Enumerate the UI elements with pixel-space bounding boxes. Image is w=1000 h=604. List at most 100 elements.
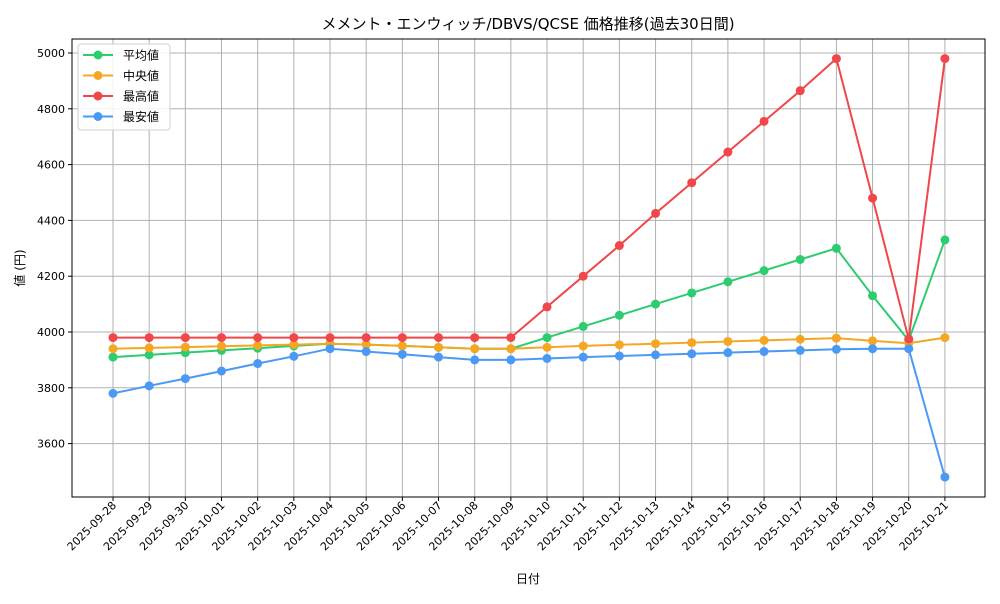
data-point [831, 54, 841, 64]
legend-marker [93, 50, 103, 60]
data-point [470, 344, 480, 354]
data-point [723, 277, 733, 287]
y-tick-label: 4200 [37, 270, 65, 283]
legend-box [77, 43, 171, 131]
y-tick-label: 4400 [37, 214, 65, 227]
y-tick-label: 4000 [37, 326, 65, 339]
plot-frame [71, 38, 986, 498]
data-point [217, 333, 227, 343]
legend-label: 平均値 [123, 48, 159, 63]
data-point [759, 266, 769, 276]
data-point [361, 347, 371, 357]
data-point [144, 343, 154, 353]
data-point [904, 334, 914, 344]
data-point [470, 333, 480, 343]
data-point [397, 333, 407, 343]
data-point [180, 342, 190, 352]
legend-item: 最高値 [83, 89, 159, 104]
data-point [217, 341, 227, 351]
data-point [651, 299, 661, 309]
series-lines [108, 54, 950, 482]
legend-marker [93, 91, 103, 101]
series-最安値 [108, 344, 950, 482]
legend-item: 中央値 [83, 68, 159, 83]
data-point [795, 345, 805, 355]
data-point [397, 341, 407, 351]
series-中央値 [108, 333, 950, 354]
data-point [868, 291, 878, 301]
data-point [434, 333, 444, 343]
data-point [361, 340, 371, 350]
data-point [180, 374, 190, 384]
data-point [108, 388, 118, 398]
data-point [651, 208, 661, 218]
data-point [759, 335, 769, 345]
data-point [144, 350, 154, 360]
y-tick-label: 3600 [37, 438, 65, 451]
data-point [325, 333, 335, 343]
data-point [361, 333, 371, 343]
data-point [759, 347, 769, 357]
data-point [397, 349, 407, 359]
legend-label: 最高値 [123, 89, 159, 104]
legend-item: 最安値 [83, 109, 159, 124]
y-tick-label: 3800 [37, 382, 65, 395]
data-point [108, 352, 118, 362]
data-point [470, 355, 480, 365]
legend-marker [93, 112, 103, 121]
data-point [651, 350, 661, 360]
y-tick-label: 5000 [37, 47, 65, 60]
data-point [831, 344, 841, 354]
data-point [614, 351, 624, 361]
data-point [868, 344, 878, 354]
data-point [144, 381, 154, 391]
legend-label: 中央値 [123, 68, 159, 83]
data-point [687, 178, 697, 188]
data-point [253, 333, 263, 343]
data-point [108, 344, 118, 354]
data-point [578, 341, 588, 351]
data-point [868, 193, 878, 203]
legend-marker [93, 71, 103, 80]
data-point [940, 472, 950, 482]
series-line [113, 56, 946, 340]
y-axis-label: 値 (円) [12, 249, 27, 286]
data-point [614, 241, 624, 251]
chart-title: メメント・エンウィッチ/DBVS/QCSE 価格推移(過去30日間) [321, 15, 734, 33]
data-point [578, 352, 588, 362]
y-tick-label: 4800 [37, 103, 65, 116]
y-tick-label: 4600 [37, 159, 65, 172]
data-point [434, 352, 444, 362]
data-point [651, 339, 661, 349]
x-axis-label: 日付 [516, 572, 540, 586]
grid-lines [72, 39, 985, 497]
data-point [759, 116, 769, 126]
data-point [904, 344, 914, 354]
data-point [795, 254, 805, 264]
data-point [687, 338, 697, 348]
data-point [542, 342, 552, 352]
data-point [868, 336, 878, 346]
data-point [578, 271, 588, 281]
data-point [506, 355, 516, 365]
data-point [723, 348, 733, 358]
series-line [112, 336, 946, 350]
data-point [289, 333, 299, 343]
data-point [108, 333, 118, 343]
data-point [795, 86, 805, 96]
data-point [325, 344, 335, 354]
data-point [144, 333, 154, 343]
data-point [614, 310, 624, 320]
data-point [180, 333, 190, 343]
data-point [506, 344, 516, 354]
data-point [940, 54, 950, 64]
data-point [723, 336, 733, 346]
series-最高値 [108, 54, 950, 344]
data-point [795, 334, 805, 344]
data-point [289, 340, 299, 350]
data-point [434, 342, 444, 352]
legend-label: 最安値 [123, 109, 159, 124]
y-axis-ticks: 3600 3800 4000 4200 4400 4600 4800 5000 [37, 47, 72, 451]
series-line [112, 239, 946, 359]
